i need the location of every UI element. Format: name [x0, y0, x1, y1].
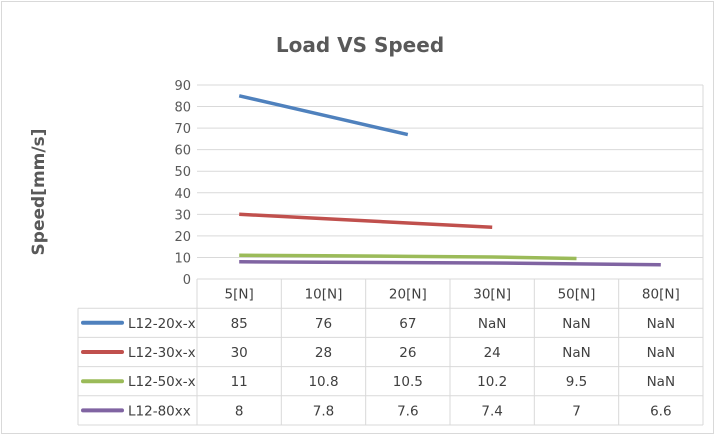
legend-label: L12-50x-x	[128, 374, 196, 390]
data-cell: 9.5	[566, 374, 587, 390]
y-axis-label: Speed[mm/s]	[29, 129, 49, 256]
y-tick-label: 60	[174, 144, 191, 159]
data-cell: 76	[315, 316, 332, 332]
legend-label: L12-20x-x	[128, 316, 196, 332]
y-tick-labels: 0 10 20 30 40 50 60 70 80 90	[174, 79, 191, 288]
data-cell: NaN	[562, 316, 590, 332]
data-cell: 28	[315, 345, 332, 361]
data-cell: 85	[231, 316, 248, 332]
data-cell: NaN	[562, 345, 590, 361]
y-tick-label: 0	[183, 273, 191, 288]
chart-title: Load VS Speed	[276, 33, 444, 57]
series-lines	[238, 94, 661, 267]
y-tick-label: 30	[174, 208, 191, 223]
data-cell: 7.4	[481, 403, 502, 419]
x-category-label: 50[N]	[558, 287, 596, 303]
data-cell: 11	[231, 374, 248, 390]
data-cell: 30	[231, 345, 248, 361]
series-line-l12-50x-x	[239, 253, 577, 261]
data-cell: NaN	[478, 316, 506, 332]
data-cell: 10.8	[308, 374, 338, 390]
data-cell: 24	[484, 345, 501, 361]
y-tick-label: 90	[174, 79, 191, 94]
data-cell: 26	[399, 345, 416, 361]
series-line-l12-20x-x	[238, 94, 409, 137]
data-cell: 8	[235, 403, 244, 419]
x-category-label: 80[N]	[642, 287, 680, 303]
data-cell: 10.2	[477, 374, 507, 390]
data-cell: 67	[399, 316, 416, 332]
data-cell: 10.5	[393, 374, 423, 390]
y-tick-label: 40	[174, 187, 191, 202]
x-category-label: 5[N]	[225, 287, 254, 303]
data-cell: 7.6	[397, 403, 418, 419]
data-cell: NaN	[647, 374, 675, 390]
y-tick-label: 70	[174, 122, 191, 137]
data-table: 5[N] 10[N] 20[N] 30[N] 50[N] 80[N]L12-20x-x 85…	[77, 85, 704, 426]
y-tick-label: 80	[174, 101, 191, 116]
data-cell: 7	[572, 403, 581, 419]
data-cell: 6.6	[650, 403, 671, 419]
y-tick-label: 20	[174, 230, 191, 245]
y-tick-label: 50	[174, 165, 191, 180]
x-category-label: 30[N]	[473, 287, 511, 303]
legend-label: L12-30x-x	[128, 345, 196, 361]
series-line-l12-30x-x	[239, 212, 493, 230]
y-tick-label: 10	[174, 251, 191, 266]
data-cell: NaN	[647, 316, 675, 332]
x-category-label: 10[N]	[305, 287, 343, 303]
data-cell: NaN	[647, 345, 675, 361]
gridlines	[197, 84, 703, 280]
series-line-l12-80xx	[239, 260, 661, 267]
data-cell: 7.8	[313, 403, 334, 419]
legend-label: L12-80xx	[128, 403, 191, 419]
x-category-label: 20[N]	[389, 287, 427, 303]
